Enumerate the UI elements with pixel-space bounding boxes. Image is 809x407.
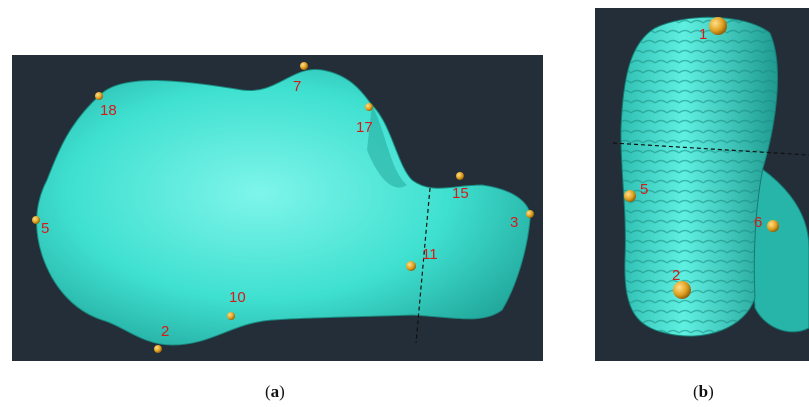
landmark-2b-label: 2: [672, 267, 680, 284]
landmark-6-marker: [767, 220, 779, 232]
caption-a: (a): [265, 382, 285, 402]
landmark-1-label: 1: [699, 26, 707, 43]
landmark-3-label: 3: [510, 214, 518, 231]
landmark-1-marker: [709, 17, 727, 35]
landmark-11-label: 11: [422, 246, 438, 263]
caption-b: (b): [693, 382, 714, 402]
landmark-15-label: 15: [452, 185, 469, 202]
landmark-3-marker: [526, 210, 534, 218]
landmark-7-marker: [300, 62, 308, 70]
bone-surface: [36, 68, 531, 346]
caption-a-close: ): [279, 382, 285, 401]
bone-render-a: 18 7 17 15 5 3 11 10 2: [32, 62, 534, 353]
caption-b-letter: b: [698, 382, 709, 401]
bone-view-axial: 1 5 6 2: [595, 8, 809, 361]
landmark-17-marker: [365, 103, 373, 111]
bone-render-b: 1 5 6 2: [612, 16, 809, 337]
landmark-10-label: 10: [229, 289, 246, 306]
bone-ridges: [620, 17, 778, 337]
caption-a-open: (: [265, 382, 271, 401]
landmark-10-marker: [227, 312, 235, 320]
cut-line-a: [415, 187, 431, 344]
landmark-15-marker: [456, 172, 464, 180]
landmark-7-label: 7: [293, 78, 301, 95]
landmark-18-label: 18: [100, 102, 117, 119]
caption-b-open: (: [693, 382, 699, 401]
caption-b-close: ): [708, 382, 714, 401]
cut-line-b: [612, 142, 809, 156]
landmark-11-marker: [406, 261, 416, 271]
landmark-6-label: 6: [754, 214, 762, 231]
landmark-2-marker: [154, 345, 162, 353]
landmark-5-marker: [32, 216, 40, 224]
landmark-2b-marker: [673, 281, 691, 299]
landmark-5b-label: 5: [640, 181, 648, 198]
landmark-5-label: 5: [41, 220, 49, 237]
caption-a-letter: a: [270, 382, 280, 401]
bone-view-lateral: 18 7 17 15 5 3 11 10 2: [12, 55, 543, 361]
landmark-17-label: 17: [356, 119, 373, 136]
bone-shading: [367, 105, 407, 188]
landmark-5b-marker: [624, 190, 636, 202]
landmark-18-marker: [95, 92, 103, 100]
landmark-2-label: 2: [161, 323, 169, 340]
